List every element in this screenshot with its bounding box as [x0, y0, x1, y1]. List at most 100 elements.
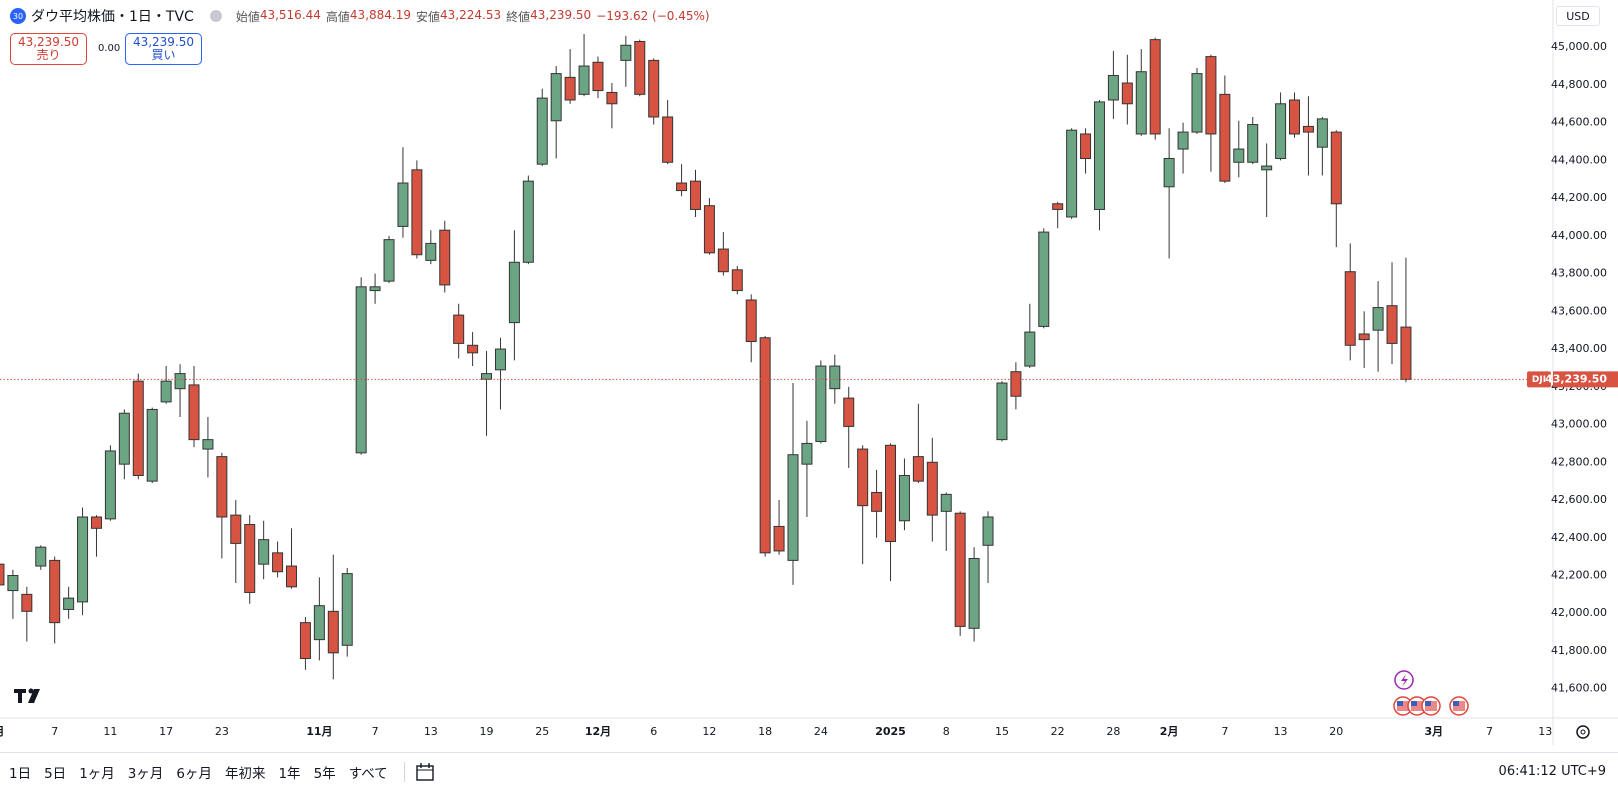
- candle-body: [453, 314, 465, 344]
- buy-button[interactable]: 43,239.50 買い: [125, 33, 202, 65]
- candle-body: [634, 41, 646, 95]
- candle-body: [258, 539, 270, 565]
- clock[interactable]: 06:41:12 UTC+9: [1498, 764, 1606, 779]
- ohlc-legend: 始値 43,516.44 高値 43,884.19 安値 43,224.53 終値 43,23…: [236, 8, 596, 25]
- candle-body: [1372, 307, 1384, 331]
- x-tick-label: 25: [535, 725, 549, 738]
- x-tick-label: 3月: [1424, 725, 1443, 738]
- y-tick-label: 43,600.00: [1551, 304, 1607, 317]
- legend-item: 終値 43,239.50: [506, 8, 591, 25]
- x-tick-label: 月: [0, 725, 4, 738]
- legend-value: 43,516.44: [259, 7, 321, 22]
- us-event[interactable]: [1421, 696, 1441, 716]
- candle-body: [1149, 39, 1161, 135]
- candle-body: [648, 59, 660, 118]
- candle-body: [1261, 165, 1273, 171]
- candle-body: [968, 558, 980, 629]
- candle-body: [550, 73, 562, 122]
- change: −193.62 (−0.45%): [596, 9, 710, 23]
- sell-label: 売り: [36, 48, 61, 62]
- legend-value: 43,884.19: [349, 7, 411, 22]
- range-button[interactable]: 年初来: [224, 766, 266, 782]
- candle-body: [940, 493, 952, 512]
- x-tick-label: 18: [758, 725, 772, 738]
- us-event[interactable]: [1393, 696, 1413, 716]
- x-tick-label: 2025: [875, 725, 906, 738]
- x-tick-label: 12: [702, 725, 716, 738]
- settings-gear[interactable]: [1576, 725, 1590, 739]
- x-tick-label: 7: [51, 725, 58, 738]
- candle-body: [1386, 305, 1398, 344]
- candle-body: [1358, 333, 1370, 341]
- x-tick-label: 13: [1274, 725, 1288, 738]
- candle-body: [216, 456, 228, 518]
- candle-body: [439, 229, 451, 286]
- symbol-tag: [1527, 371, 1551, 388]
- x-tick-label: 7: [1486, 725, 1493, 738]
- x-tick-label: 13: [424, 725, 438, 738]
- x-tick-label: 11: [103, 725, 117, 738]
- candle-body: [508, 261, 520, 324]
- candle-body: [1080, 133, 1092, 159]
- x-tick-label: 11月: [306, 725, 332, 738]
- candle-body: [982, 516, 994, 546]
- x-tick-label: 7: [1221, 725, 1228, 738]
- candle-body: [313, 605, 325, 641]
- candle-body: [717, 248, 729, 273]
- legend-item: 安値 43,224.53: [416, 8, 501, 25]
- range-button[interactable]: 1年: [278, 766, 301, 782]
- candle-body: [327, 610, 339, 654]
- range-button[interactable]: 5日: [44, 766, 67, 782]
- y-tick-label: 44,000.00: [1551, 229, 1607, 242]
- x-tick-label: 7: [372, 725, 379, 738]
- sell-button[interactable]: 43,239.50 売り: [10, 33, 87, 65]
- candle-body: [564, 76, 576, 101]
- candle-body: [77, 516, 89, 603]
- candle-body: [341, 573, 353, 646]
- spread: 0.00: [98, 43, 121, 54]
- candle-body: [481, 373, 493, 380]
- candle-body: [104, 450, 116, 520]
- buy-price: 43,239.50: [132, 35, 195, 49]
- range-button[interactable]: 1ヶ月: [79, 766, 115, 782]
- candle-body: [160, 380, 172, 403]
- range-button[interactable]: 6ヶ月: [176, 766, 212, 782]
- candle-body: [49, 559, 61, 624]
- symbol-badge: 30: [10, 8, 26, 24]
- candle-body: [1066, 129, 1078, 218]
- candle-body: [662, 116, 674, 163]
- range-buttons: 1日 5日 1ヶ月 3ヶ月 6ヶ月 年初来 1年 5年 すべて: [0, 762, 392, 782]
- candle-body: [606, 91, 618, 105]
- y-tick-label: 42,200.00: [1551, 568, 1607, 581]
- candle-body: [731, 269, 743, 292]
- candle-body: [1302, 125, 1314, 133]
- candle-body: [7, 574, 19, 592]
- symbol-title[interactable]: ダウ平均株価・1日・TVC: [31, 9, 194, 25]
- candle-body: [1191, 73, 1203, 133]
- candle-body: [1038, 231, 1050, 327]
- candle-body: [383, 239, 395, 282]
- candle-body: [759, 337, 771, 554]
- x-tick-label: 20: [1329, 725, 1343, 738]
- candle-body: [0, 563, 5, 586]
- y-tick-label: 42,000.00: [1551, 606, 1607, 619]
- legend-label: 終値: [506, 9, 531, 24]
- range-button[interactable]: 1日: [9, 766, 32, 782]
- us-event[interactable]: [1449, 696, 1469, 716]
- candle-body: [1205, 56, 1217, 135]
- currency-button[interactable]: USD: [1556, 6, 1600, 26]
- range-button[interactable]: すべて: [348, 766, 388, 782]
- range-button[interactable]: 3ヶ月: [127, 766, 164, 782]
- legend-label: 安値: [416, 9, 441, 24]
- candle-body: [411, 169, 423, 256]
- goto-date[interactable]: [415, 762, 435, 782]
- candle-body: [773, 525, 785, 552]
- candle-body: [467, 344, 479, 354]
- x-tick-label: 24: [814, 725, 828, 738]
- candle-body: [536, 97, 548, 165]
- candle-body: [230, 514, 242, 544]
- candle-body: [592, 61, 604, 92]
- candle-body: [286, 565, 298, 588]
- candle-body: [815, 365, 827, 443]
- range-button[interactable]: 5年: [313, 766, 336, 782]
